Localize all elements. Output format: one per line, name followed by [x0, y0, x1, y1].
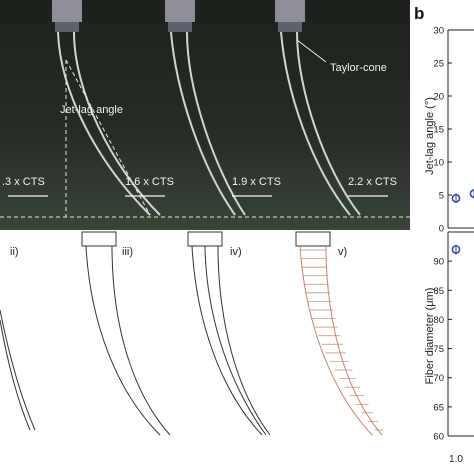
- taylor-cone-label: Taylor-cone: [330, 62, 387, 74]
- speed-label-3: 1.9 x CTS: [232, 176, 281, 188]
- diameter-tick-label: 70: [433, 373, 444, 384]
- photo-drawing: [0, 0, 410, 218]
- jet-lag-tick-label: 30: [433, 26, 444, 37]
- sketch-iv-nozzle: [295, 231, 331, 247]
- sketch-iv-hatch: [300, 249, 383, 431]
- jet-lag-tick-label: 10: [433, 158, 444, 169]
- jet-angle-dashed-line: [65, 59, 151, 216]
- sketch-iii-nozzle: [187, 231, 223, 247]
- diameter-tick-label: 80: [433, 315, 444, 326]
- diameter-tick-label: 90: [433, 257, 444, 268]
- data-point: [469, 189, 474, 199]
- x-tick-label: 1.0: [449, 454, 463, 465]
- speed-label-4: 2.2 x CTS: [348, 176, 397, 188]
- diameter-tick-label: 60: [433, 432, 444, 443]
- speed-label-2: 1.6 x CTS: [125, 176, 174, 188]
- panel-b-plot: 0 5 10 15 20 25 30 60 65 70 75 80 85 90 1.0: [433, 26, 474, 465]
- jet-lag-tick-label: 15: [433, 125, 444, 136]
- sketch-ii-nozzle: [81, 231, 117, 247]
- sketch-iv: [299, 245, 383, 436]
- jet-2: [170, 31, 246, 216]
- sketch-label-iii: iii): [122, 246, 133, 258]
- sketch-ii: [85, 245, 171, 436]
- nozzle-1: [52, 0, 82, 22]
- panel-b: b Jet-lag angle (°) Fiber diameter (μm) …: [410, 0, 474, 474]
- nozzle-2: [165, 0, 195, 22]
- data-point: [451, 245, 461, 254]
- jet-lag-tick-label: 25: [433, 59, 444, 70]
- jet-lag-angle-label: Jet-lag angle: [60, 104, 123, 116]
- diameter-tick-label: 65: [433, 402, 444, 413]
- sketch-label-iv: iv): [230, 246, 242, 258]
- diameter-tick-label: 75: [433, 344, 444, 355]
- jet-lag-tick-label: 20: [433, 92, 444, 103]
- sketch-i: [0, 309, 36, 431]
- jet-3: [280, 31, 361, 216]
- jet-lag-tick-label: 5: [439, 191, 444, 202]
- taylor-cone-pointer: [296, 39, 327, 63]
- nozzle-3: [275, 0, 305, 22]
- jet-sketches: [0, 231, 383, 436]
- sketch-label-ii: ii): [10, 246, 19, 258]
- panel-b-label: b: [414, 4, 425, 23]
- diameter-tick-label: 85: [433, 286, 444, 297]
- speed-label-1: .3 x CTS: [2, 176, 45, 188]
- jet-photo: Jet-lag angle Taylor-cone .3 x CTS 1.6 x…: [0, 0, 410, 230]
- sketch-iii: [191, 245, 271, 436]
- sketch-label-v: v): [338, 246, 348, 258]
- jet-lag-tick-label: 0: [439, 224, 444, 235]
- data-point: [451, 193, 461, 203]
